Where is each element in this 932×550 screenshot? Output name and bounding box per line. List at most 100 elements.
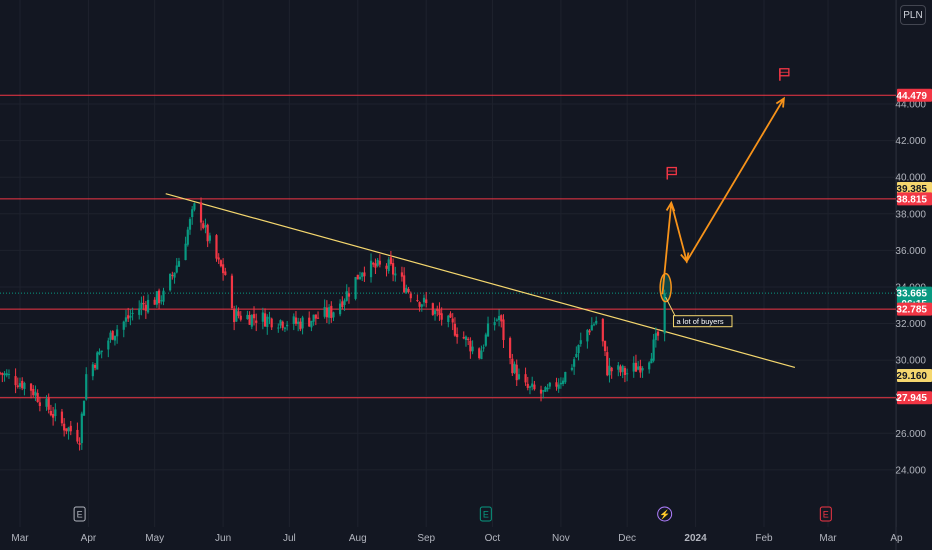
candle-body <box>237 311 240 316</box>
candle-body <box>127 315 130 319</box>
candle-body <box>248 314 251 325</box>
candle-body <box>484 334 487 346</box>
price-tick-label: 44.000 <box>895 100 926 111</box>
annotation-label[interactable]: a lot of buyers <box>672 315 733 328</box>
candle-body <box>224 271 227 275</box>
price-tag-label: 38.815 <box>896 194 927 205</box>
candle-body <box>456 334 459 338</box>
candle-body <box>330 305 333 318</box>
candle-body <box>539 389 543 394</box>
candle-body <box>480 350 483 360</box>
horizontal-levels <box>0 94 896 399</box>
price-tick-label: 40.000 <box>895 173 926 184</box>
candle-body <box>173 272 176 278</box>
price-tag <box>897 192 932 206</box>
candle-body <box>131 312 134 314</box>
time-tick-label: Oct <box>485 533 501 544</box>
candle-body <box>531 383 534 387</box>
candle-body <box>299 321 302 330</box>
candle-body <box>316 317 320 319</box>
candle-body <box>252 314 256 319</box>
candle-body <box>573 359 576 367</box>
time-axis[interactable]: Mar Apr May Jun Jul Aug Sep Oct Nov Dec 2024 Feb Mar… <box>11 533 903 544</box>
candle-body <box>387 259 390 272</box>
candle-body <box>610 367 613 372</box>
candle-body <box>467 338 470 340</box>
candle-body <box>177 261 181 267</box>
price-tag-label: 39.385 <box>896 184 927 195</box>
candle-body <box>517 374 521 380</box>
candle-body <box>217 257 220 260</box>
candle-body <box>339 303 342 315</box>
candle-body <box>654 333 657 341</box>
candle-body <box>632 362 635 372</box>
candle-body <box>486 323 490 337</box>
candle-body <box>36 392 39 402</box>
candle-body <box>389 257 392 264</box>
time-tick-label: Sep <box>417 533 435 544</box>
candle-body <box>546 387 549 390</box>
candle-body <box>416 300 419 302</box>
candle-body <box>18 383 22 387</box>
candle-body <box>433 310 437 315</box>
candle-body <box>447 315 450 323</box>
candle-body <box>363 272 366 277</box>
candle-body <box>400 272 404 277</box>
candle-body <box>394 273 397 276</box>
candle-body <box>169 273 172 291</box>
candle-body <box>438 309 441 315</box>
event-markers[interactable]: E E ⚡ E <box>73 506 832 522</box>
candle-body <box>67 427 70 432</box>
price-tags: 44.47939.38538.81533.66506:1532.78529.16… <box>896 88 932 405</box>
time-tick-label: Jul <box>283 533 296 544</box>
price-tag-label: 27.945 <box>896 393 927 404</box>
candle-body <box>420 304 423 307</box>
price-tick-label: 24.000 <box>895 465 926 476</box>
price-tag-label: 29.160 <box>896 371 927 382</box>
currency-button[interactable]: PLN <box>900 5 926 25</box>
candle-body <box>626 373 629 375</box>
event-marker-label: E <box>77 510 83 520</box>
candle-body <box>294 317 298 324</box>
time-tick-label: Ap <box>890 533 903 544</box>
candle-body <box>557 384 560 389</box>
projection-path[interactable] <box>661 98 785 295</box>
candle-body <box>21 380 24 389</box>
candle-body <box>345 291 348 301</box>
candle-body <box>32 388 35 396</box>
candle-body <box>374 263 377 268</box>
trendline[interactable] <box>165 193 796 369</box>
price-tick-label: 32.000 <box>895 319 926 330</box>
candle-body <box>29 383 33 391</box>
candle-body <box>277 327 280 329</box>
candle-body <box>38 402 41 406</box>
candle-body <box>586 329 589 342</box>
candle-body <box>652 339 655 361</box>
candle-body <box>246 314 249 319</box>
earnings-marker <box>479 506 492 522</box>
time-tick-label: May <box>145 533 164 544</box>
annotation-leader <box>665 296 676 317</box>
candle-body <box>575 353 578 358</box>
candle-body <box>595 320 598 324</box>
candle-body <box>469 340 472 352</box>
candle-body <box>341 301 344 308</box>
candle-body <box>54 409 57 417</box>
candle-body <box>109 332 112 340</box>
candle-body <box>478 348 481 359</box>
candle-body <box>52 414 55 418</box>
candle-body <box>16 385 19 388</box>
candle-body <box>385 265 388 269</box>
candle-body <box>376 259 379 266</box>
candle-body <box>23 382 26 389</box>
price-tag-label: 33.665 <box>896 289 927 300</box>
candle-body <box>85 374 88 400</box>
price-tag-label: 32.785 <box>896 305 927 316</box>
time-tick-label: Mar <box>819 533 837 544</box>
candle-body <box>193 203 196 210</box>
price-tick-label: 42.000 <box>895 136 926 147</box>
candle-body <box>279 320 282 326</box>
candle-body <box>98 351 101 355</box>
price-tag <box>897 368 932 382</box>
